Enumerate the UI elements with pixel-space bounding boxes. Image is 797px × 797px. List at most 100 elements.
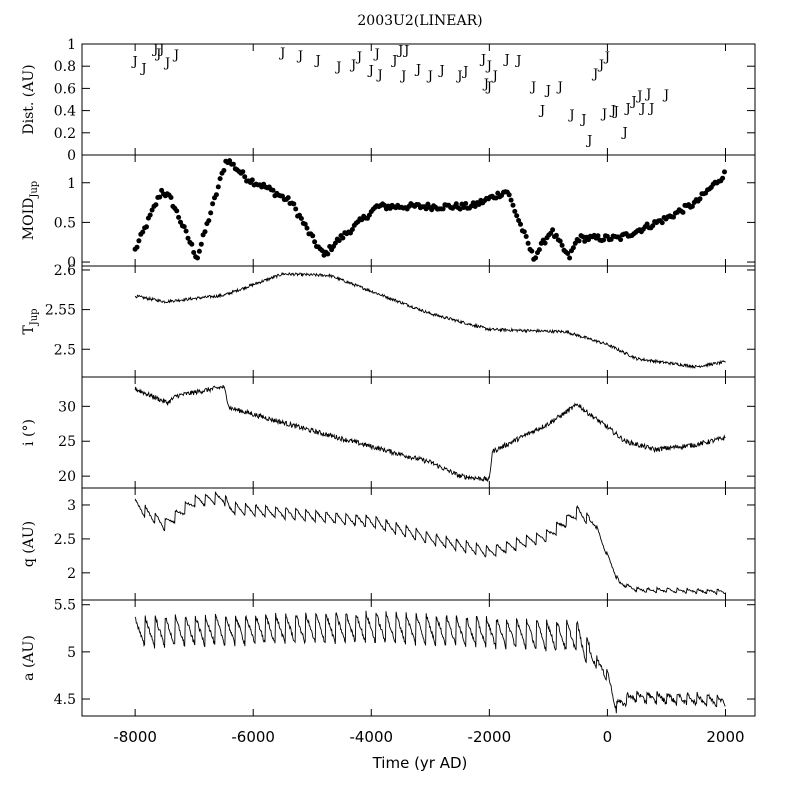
chart-title: 2003U2(LINEAR): [357, 13, 482, 29]
data-point-223: [553, 232, 559, 238]
data-point-192: [495, 190, 501, 196]
panel-tjup: 2.5 2.55 2.6 TJup: [21, 263, 756, 378]
data-point-35: J: [556, 80, 563, 95]
data-point-311: [720, 175, 726, 181]
data-point-212: [533, 255, 539, 261]
panel-inc: 20 25 30 i (°): [21, 376, 756, 489]
panel-frame: [81, 487, 756, 601]
data-point-232: [570, 245, 576, 251]
data-point-27: [183, 228, 189, 234]
data-point-274: [650, 223, 656, 229]
y-tick-label: 2.55: [45, 303, 76, 319]
data-point-47: [221, 168, 227, 173]
y-tick-label: 5: [67, 645, 76, 661]
data-point-31: J: [514, 54, 521, 69]
y-tick-label: 0.6: [54, 81, 76, 97]
data-point-81: [285, 195, 291, 201]
data-point-12: J: [355, 50, 362, 65]
y-tick-label: 0: [67, 255, 76, 271]
data-point-102: [325, 251, 331, 257]
data-point-226: [559, 242, 565, 248]
y-tick-label: 1: [67, 176, 76, 192]
data-point-202: [514, 213, 520, 219]
data-point-28: [185, 235, 191, 241]
y-tick-label: 4.5: [54, 692, 76, 708]
data-point-39: J: [591, 67, 598, 82]
data-point-174: [461, 205, 467, 210]
data-point-9: [149, 207, 155, 213]
data-point-29: J: [491, 69, 498, 84]
data-point-180: [472, 204, 478, 209]
panel-frame: [81, 599, 756, 717]
data-point-23: J: [455, 69, 462, 84]
data-point-163: [440, 206, 446, 212]
data-point-35: [198, 241, 204, 247]
data-point-19: J: [402, 44, 409, 59]
panel-a: 4.5 5 5.5 a (AU): [21, 598, 756, 717]
data-point-14: J: [373, 47, 380, 62]
data-point-31: [191, 250, 197, 255]
data-point-30: J: [502, 52, 509, 67]
series-line: [134, 610, 726, 714]
data-point-11: [153, 202, 159, 208]
y-axis-label: q (AU): [21, 521, 37, 567]
data-point-214: [536, 247, 542, 253]
data-point-299: [697, 196, 703, 202]
data-point-0: J: [131, 55, 138, 70]
y-tick-label: 0: [67, 148, 76, 164]
y-tick-label: 2: [67, 566, 76, 582]
y-axis-label: i (°): [21, 419, 37, 446]
data-point-20: J: [414, 62, 421, 77]
data-point-52: J: [662, 88, 669, 103]
data-point-41: J: [600, 107, 607, 122]
data-point-7: J: [278, 46, 285, 61]
data-point-2: J: [151, 42, 158, 57]
data-point-290: [680, 209, 686, 215]
data-point-200: [510, 202, 516, 208]
x-axis-label: Time (yr AD): [372, 754, 468, 772]
x-tick-label: 2000: [706, 728, 744, 746]
panel-frame: [81, 43, 756, 156]
data-point-170: [453, 201, 459, 207]
data-point-221: [550, 227, 556, 233]
series-line: [134, 491, 726, 596]
data-point-52: [230, 161, 236, 167]
data-point-6: J: [172, 48, 179, 63]
data-point-50: J: [644, 87, 651, 102]
y-tick-label: 25: [58, 434, 76, 450]
data-point-175: [463, 201, 469, 206]
data-point-6: [144, 224, 149, 230]
data-point-43: [213, 192, 219, 198]
y-tick-label: 1: [67, 37, 76, 53]
y-tick-label: 0.4: [54, 104, 76, 120]
data-point-91: [304, 225, 310, 231]
data-point-235: [576, 238, 582, 244]
data-point-2: [136, 238, 142, 244]
data-point-19: [168, 195, 174, 200]
data-point-217: [542, 240, 548, 246]
data-point-5: J: [163, 56, 170, 71]
data-point-36: J: [567, 108, 574, 123]
data-point-32: J: [529, 80, 536, 95]
data-point-198: [506, 192, 512, 198]
data-point-45: [217, 176, 223, 182]
y-tick-label: 2.5: [54, 532, 76, 548]
data-point-28: J: [485, 59, 492, 74]
data-point-30: [189, 241, 195, 247]
data-point-38: J: [585, 133, 592, 148]
y-tick-label: 20: [58, 469, 76, 485]
x-tick-label: -6000: [231, 728, 275, 746]
x-tick-label: -4000: [349, 728, 393, 746]
data-point-208: [525, 240, 531, 246]
data-point-45: J: [621, 126, 628, 141]
data-point-40: [208, 210, 214, 216]
data-point-233: [572, 240, 578, 246]
data-point-39: [206, 218, 212, 224]
data-point-285: [671, 214, 676, 220]
data-point-238: [582, 238, 588, 244]
data-point-26: J: [482, 77, 489, 92]
data-point-49: J: [638, 101, 645, 116]
data-point-16: J: [390, 54, 397, 69]
